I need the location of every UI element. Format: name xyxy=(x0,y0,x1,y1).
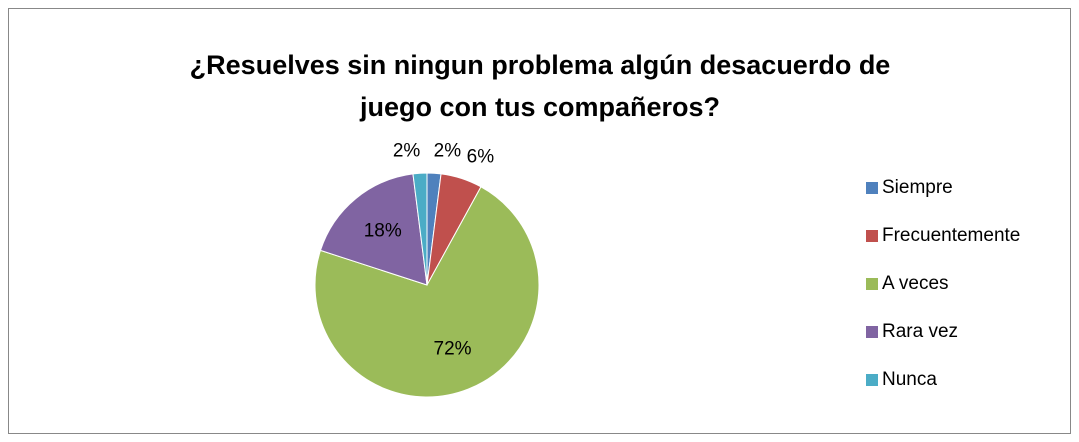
legend-label: Nunca xyxy=(882,369,937,390)
data-label: 72% xyxy=(434,339,472,360)
chart-border xyxy=(8,8,1071,434)
legend-swatch xyxy=(866,326,878,338)
legend-label: Siempre xyxy=(882,177,953,198)
legend-swatch xyxy=(866,374,878,386)
legend-label: Frecuentemente xyxy=(882,225,1020,246)
data-label: 2% xyxy=(434,140,462,161)
data-label: 18% xyxy=(364,221,402,242)
pie-slice xyxy=(314,186,540,398)
data-label: 2% xyxy=(393,140,421,161)
legend-swatch xyxy=(866,230,878,242)
legend-swatch xyxy=(866,278,878,290)
legend-label: A veces xyxy=(882,273,949,294)
chart-title: ¿Resuelves sin ningun problema algún des… xyxy=(189,50,891,122)
pie-slice xyxy=(412,172,428,286)
data-label: 6% xyxy=(467,147,495,168)
legend-label: Rara vez xyxy=(882,321,958,342)
pie-slice xyxy=(319,173,428,286)
legend-swatch xyxy=(866,182,878,194)
